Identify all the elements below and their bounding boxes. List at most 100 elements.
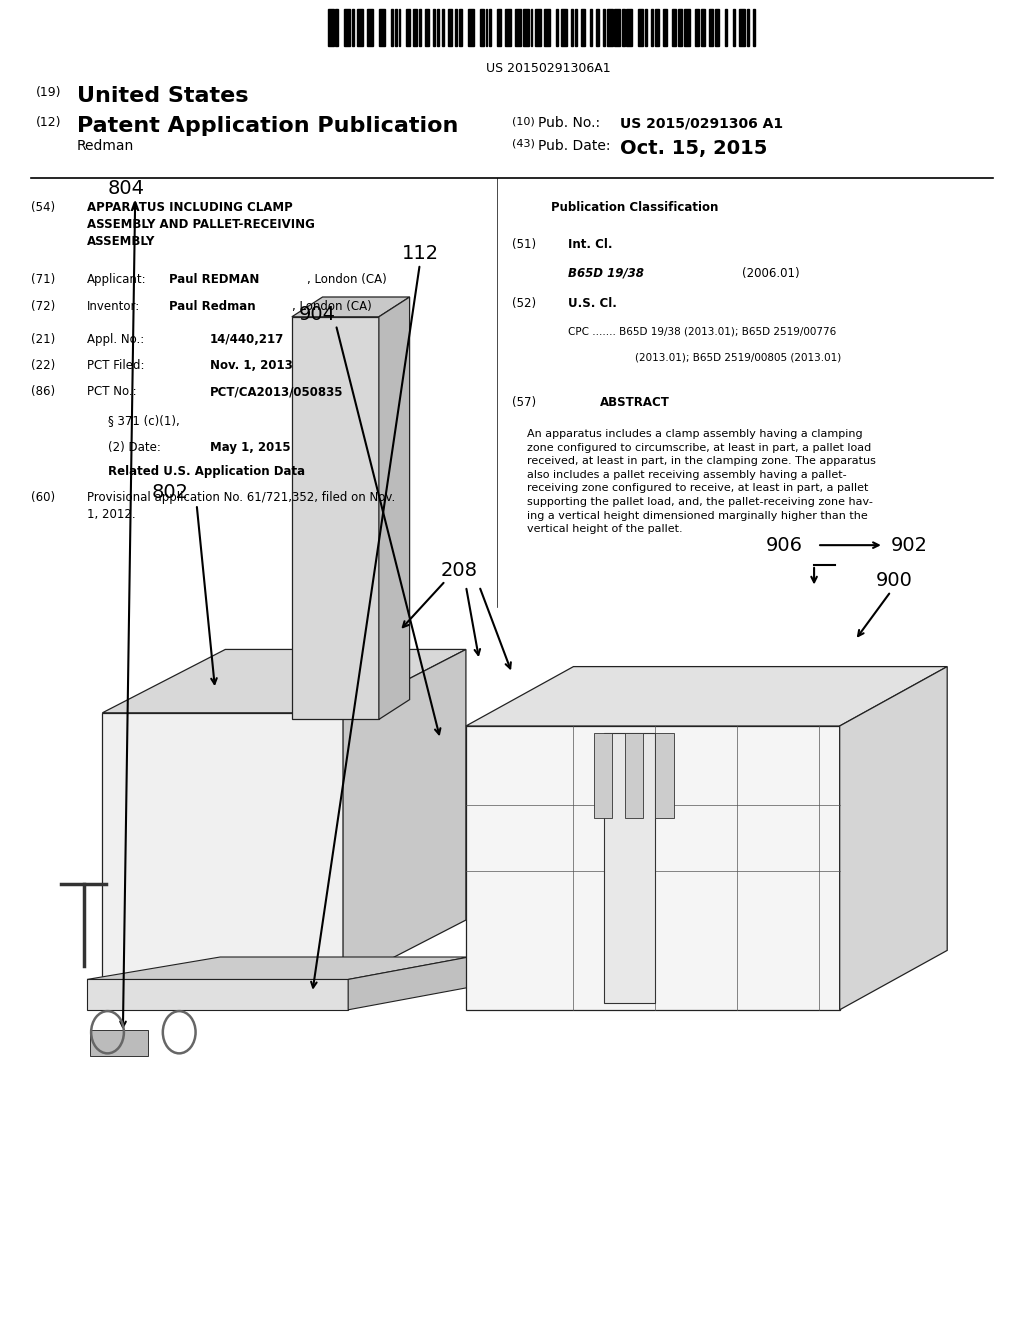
Bar: [627, 9, 633, 46]
Bar: [625, 733, 643, 818]
Polygon shape: [87, 979, 348, 1010]
Bar: [536, 9, 541, 46]
Text: Related U.S. Application Data: Related U.S. Application Data: [108, 465, 305, 478]
Bar: [485, 9, 487, 46]
Text: An apparatus includes a clamp assembly having a clamping
zone configured to circ: An apparatus includes a clamp assembly h…: [527, 429, 877, 535]
Bar: [603, 9, 605, 46]
Bar: [672, 9, 676, 46]
Bar: [351, 9, 354, 46]
Bar: [497, 9, 501, 46]
Text: 802: 802: [152, 483, 188, 502]
Polygon shape: [87, 957, 469, 979]
Text: (52): (52): [512, 297, 537, 310]
Bar: [433, 9, 435, 46]
Polygon shape: [466, 667, 947, 726]
Bar: [700, 9, 705, 46]
Text: (2) Date:: (2) Date:: [108, 441, 161, 454]
Text: 900: 900: [876, 572, 912, 590]
Text: B65D 19/38: B65D 19/38: [568, 267, 644, 280]
Bar: [678, 9, 682, 46]
Text: 906: 906: [766, 536, 803, 554]
Bar: [515, 9, 521, 46]
Bar: [638, 9, 643, 46]
Text: (43): (43): [512, 139, 535, 149]
Text: Oct. 15, 2015: Oct. 15, 2015: [620, 139, 767, 157]
Bar: [684, 9, 690, 46]
Bar: [754, 9, 756, 46]
Bar: [561, 9, 566, 46]
Bar: [746, 9, 750, 46]
Bar: [709, 9, 714, 46]
Bar: [379, 9, 385, 46]
Text: PCT Filed:: PCT Filed:: [87, 359, 144, 372]
Text: § 371 (c)(1),: § 371 (c)(1),: [108, 414, 179, 428]
Polygon shape: [604, 733, 655, 1003]
Text: Redman: Redman: [77, 139, 134, 153]
Bar: [575, 9, 577, 46]
Bar: [442, 9, 443, 46]
Text: (57): (57): [512, 396, 537, 409]
Bar: [654, 9, 658, 46]
Text: (10): (10): [512, 116, 535, 127]
Bar: [391, 9, 392, 46]
Text: United States: United States: [77, 86, 248, 106]
Bar: [694, 9, 698, 46]
Bar: [623, 9, 625, 46]
Bar: [425, 9, 429, 46]
Bar: [328, 9, 334, 46]
Bar: [488, 9, 490, 46]
Bar: [733, 9, 735, 46]
Text: U.S. Cl.: U.S. Cl.: [568, 297, 617, 310]
Bar: [596, 9, 599, 46]
Text: (19): (19): [36, 86, 61, 99]
Text: , London (CA): , London (CA): [307, 273, 387, 286]
Text: 208: 208: [440, 561, 477, 579]
Bar: [571, 9, 572, 46]
Polygon shape: [348, 957, 469, 1010]
Text: Pub. Date:: Pub. Date:: [538, 139, 610, 153]
Text: Pub. No.:: Pub. No.:: [538, 116, 600, 131]
Bar: [395, 9, 397, 46]
Bar: [505, 9, 511, 46]
Text: 904: 904: [299, 305, 336, 323]
Bar: [419, 9, 421, 46]
Text: Paul REDMAN: Paul REDMAN: [169, 273, 259, 286]
Text: ABSTRACT: ABSTRACT: [600, 396, 670, 409]
Bar: [459, 9, 462, 46]
Bar: [645, 9, 647, 46]
Text: Publication Classification: Publication Classification: [551, 201, 719, 214]
Bar: [614, 9, 621, 46]
Text: PCT No.:: PCT No.:: [87, 385, 136, 399]
Text: Patent Application Publication: Patent Application Publication: [77, 116, 458, 136]
Text: Paul Redman: Paul Redman: [169, 300, 256, 313]
Bar: [651, 9, 653, 46]
Text: PCT/CA2013/050835: PCT/CA2013/050835: [210, 385, 343, 399]
Bar: [344, 9, 350, 46]
Bar: [544, 9, 550, 46]
Text: (22): (22): [31, 359, 55, 372]
Text: CPC ....... B65D 19/38 (2013.01); B65D 2519/00776: CPC ....... B65D 19/38 (2013.01); B65D 2…: [568, 326, 837, 337]
Polygon shape: [840, 667, 947, 1010]
Bar: [413, 9, 418, 46]
Text: (12): (12): [36, 116, 61, 129]
Bar: [336, 9, 338, 46]
Polygon shape: [292, 317, 379, 719]
Text: (86): (86): [31, 385, 55, 399]
Text: Appl. No.:: Appl. No.:: [87, 333, 144, 346]
Bar: [398, 9, 400, 46]
Text: 112: 112: [401, 244, 438, 263]
Polygon shape: [102, 649, 466, 713]
Bar: [468, 9, 473, 46]
Bar: [582, 9, 586, 46]
Bar: [739, 9, 745, 46]
Bar: [715, 9, 719, 46]
Bar: [655, 733, 674, 818]
Bar: [407, 9, 411, 46]
Text: (60): (60): [31, 491, 55, 504]
Polygon shape: [466, 726, 840, 1010]
Polygon shape: [379, 297, 410, 719]
Polygon shape: [292, 297, 410, 317]
Text: (21): (21): [31, 333, 55, 346]
Polygon shape: [102, 713, 343, 983]
Text: Provisional application No. 61/721,352, filed on Nov.
1, 2012.: Provisional application No. 61/721,352, …: [87, 491, 395, 521]
